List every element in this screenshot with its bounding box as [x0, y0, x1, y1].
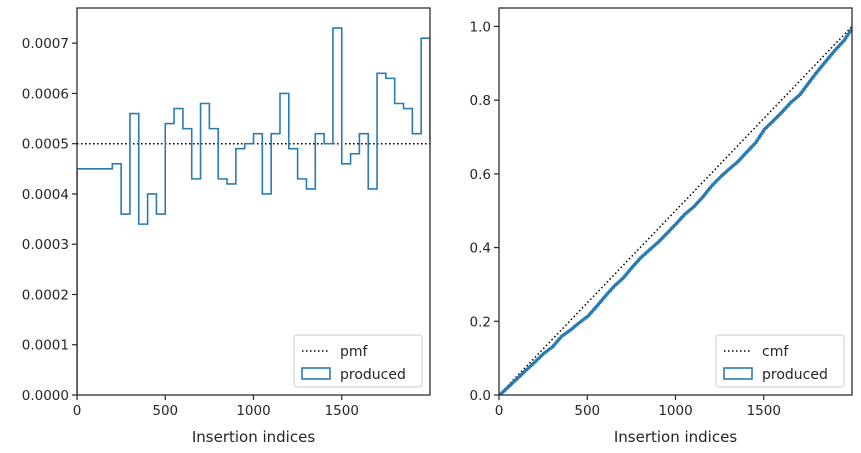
right-y-tick-label: 0.2	[470, 314, 491, 330]
right-legend-box	[715, 334, 845, 388]
right-plot-area	[499, 25, 852, 395]
right-legend-cmf-label: cmf	[762, 344, 789, 360]
right-y-tick-label: 0.8	[470, 93, 491, 109]
left-x-tick-label: 500	[152, 403, 178, 419]
left-legend-pmf-label: pmf	[340, 344, 369, 360]
left-plot-area	[77, 27, 430, 395]
left-y-tick-label: 0.0005	[22, 137, 69, 153]
right-x-axis-label: Insertion indices	[614, 428, 737, 446]
right-legend-produced-label: produced	[762, 367, 828, 383]
right-legend-produced-handle	[723, 367, 753, 380]
left-x-tick-label: 1000	[236, 403, 270, 419]
left-x-tick-label: 1500	[325, 403, 359, 419]
right-legend: cmf produced	[715, 334, 845, 388]
right-y-tick-label: 0.6	[470, 167, 491, 183]
right-produced-curve	[499, 27, 852, 395]
left-y-tick-label: 0.0006	[22, 86, 69, 102]
right-panel: 0 500 1000 1500 0.0 0.2 0.4 0.6 0.8 1.0 Insertion …	[470, 7, 853, 446]
left-y-tick-label: 0.0001	[22, 338, 69, 354]
left-legend-box	[293, 334, 423, 388]
right-y-tick-label: 1.0	[470, 19, 491, 35]
left-y-tick-label: 0.0007	[22, 36, 69, 52]
right-x-tick-label: 1000	[658, 403, 692, 419]
left-produced-outline	[77, 27, 430, 395]
right-y-tick-label: 0.4	[470, 241, 491, 257]
right-produced-path	[499, 27, 852, 395]
left-produced-histogram	[77, 27, 430, 395]
left-y-tick-label: 0.0003	[22, 237, 69, 253]
right-x-tick-label: 1500	[747, 403, 781, 419]
left-y-tick-label: 0.0004	[22, 187, 69, 203]
right-y-tick-label: 0.0	[470, 388, 491, 404]
left-y-tick-label: 0.0002	[22, 287, 69, 303]
left-legend-produced-label: produced	[340, 367, 406, 383]
left-legend-produced-handle	[301, 367, 331, 380]
left-legend: pmf produced	[293, 334, 423, 388]
right-cmf-line	[499, 25, 852, 395]
left-x-tick-label: 0	[73, 403, 82, 419]
left-x-axis-label: Insertion indices	[192, 428, 315, 446]
right-x-tick-label: 500	[574, 403, 600, 419]
left-panel: 0 500 1000 1500 0.0000 0.0001 0.0002 0.0003 0.00…	[22, 7, 431, 446]
right-x-tick-label: 0	[495, 403, 504, 419]
left-y-tick-label: 0.0000	[22, 388, 69, 404]
